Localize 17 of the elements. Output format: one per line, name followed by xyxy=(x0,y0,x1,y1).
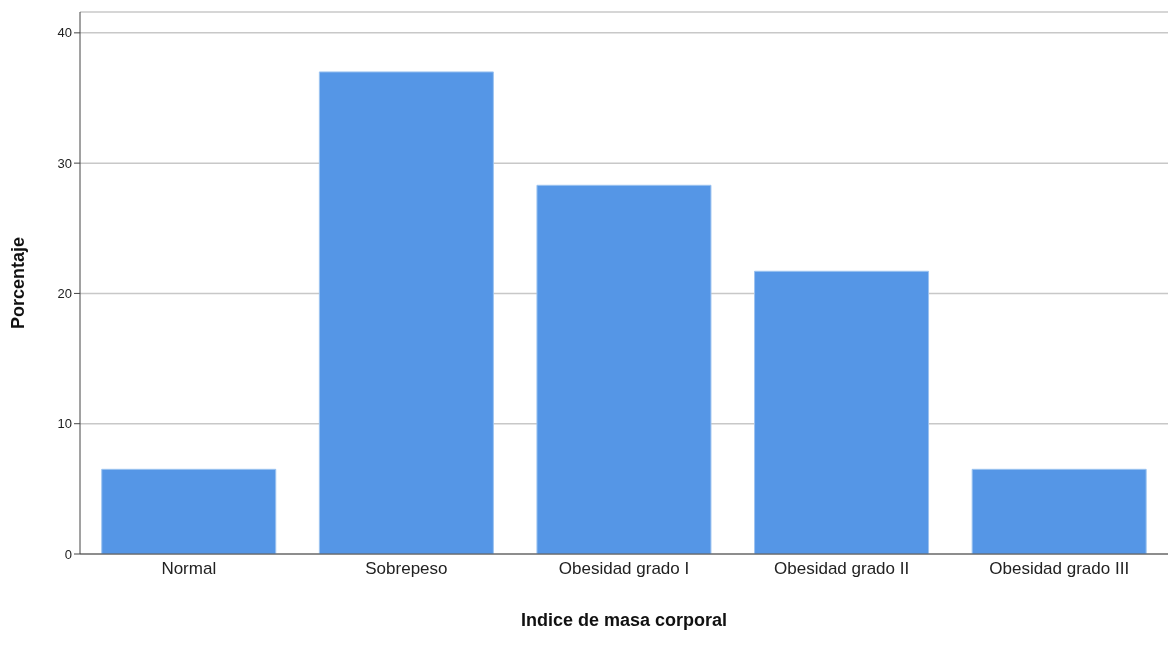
x-tick-label: Obesidad grado III xyxy=(989,559,1130,579)
x-tick-label: Sobrepeso xyxy=(365,559,448,579)
bar xyxy=(318,71,494,554)
x-tick-label: Obesidad grado I xyxy=(558,559,690,579)
bar xyxy=(101,468,277,554)
y-tick-label: 0 xyxy=(64,546,72,562)
y-tick-label: 30 xyxy=(57,155,72,171)
y-tick-label: 40 xyxy=(57,25,72,41)
bar xyxy=(971,468,1147,554)
x-tick-label: Obesidad grado II xyxy=(774,559,910,579)
x-axis-title: Indice de masa corporal xyxy=(520,610,728,630)
bar xyxy=(536,184,712,554)
y-tick-label: 20 xyxy=(57,286,72,302)
x-tick-label: Normal xyxy=(161,559,217,579)
y-tick-label: 10 xyxy=(57,416,72,432)
bar xyxy=(754,270,930,554)
y-axis-title: Porcentaje xyxy=(8,236,29,330)
